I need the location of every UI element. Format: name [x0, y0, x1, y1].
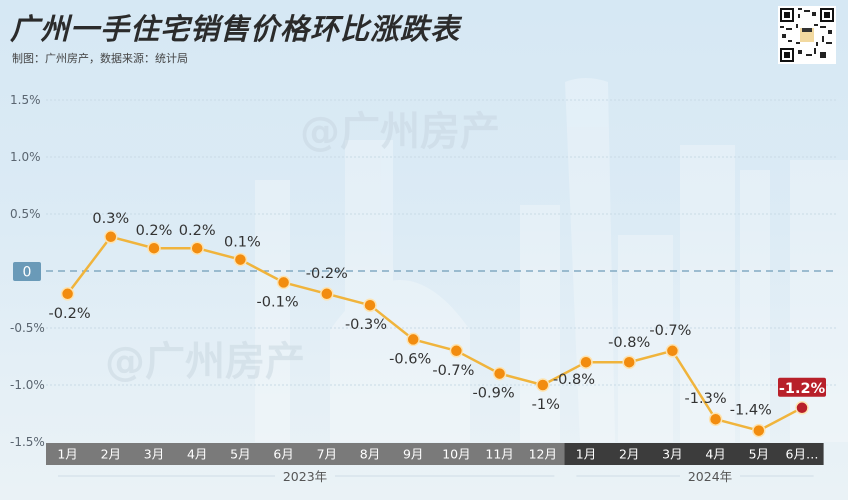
x-tick-label: 6月 — [273, 447, 293, 462]
x-tick-label: 5月 — [230, 447, 250, 462]
data-point — [104, 230, 118, 244]
x-tick-label: 10月 — [442, 447, 470, 462]
x-tick-label: 9月 — [403, 447, 423, 462]
chart-title: 广州一手住宅销售价格环比涨跌表 — [10, 12, 461, 46]
data-label: -0.2% — [306, 266, 348, 282]
y-tick-label: 0.5% — [10, 207, 41, 221]
data-label: -0.7% — [649, 323, 691, 339]
data-point — [536, 378, 550, 392]
highlight-badge — [778, 377, 826, 397]
data-point — [363, 298, 377, 312]
data-label: -0.8% — [553, 372, 595, 388]
zero-badge: 0 — [13, 262, 41, 281]
data-label: -1.3% — [685, 391, 727, 407]
data-label: -0.6% — [389, 351, 431, 367]
x-tick-label: 6月… — [786, 447, 819, 462]
data-point — [406, 332, 420, 347]
data-label: 0.2% — [136, 223, 173, 239]
gridlines — [46, 99, 838, 386]
data-point — [320, 287, 334, 301]
highlight-data-point — [795, 401, 809, 415]
x-tick-label: 8月 — [360, 447, 380, 462]
y-tick-label: -0.5% — [10, 321, 45, 335]
x-tick-label: 3月 — [662, 447, 682, 462]
data-label: -1% — [532, 397, 560, 413]
data-point — [190, 241, 204, 255]
data-point — [579, 355, 593, 369]
x-axis-band — [564, 443, 824, 465]
data-point — [449, 344, 464, 358]
data-label: 0.2% — [179, 223, 216, 239]
data-point — [492, 366, 507, 381]
chart-subtitle: 制图：广州房产，数据来源：统计局 — [12, 52, 188, 65]
x-axis-year-groups: 2023年 2024年 — [58, 469, 814, 484]
qr-code — [778, 6, 836, 64]
svg-text:0: 0 — [23, 265, 32, 281]
data-point — [60, 287, 75, 301]
data-points — [60, 230, 809, 438]
data-label: -1.4% — [730, 403, 772, 419]
y-tick-label: -1.0% — [10, 378, 45, 392]
x-tick-label: 5月 — [749, 447, 769, 462]
data-point — [147, 241, 161, 255]
data-label: 0.1% — [224, 235, 261, 251]
y-tick-label: 1.0% — [10, 150, 41, 164]
y-tick-label: 1.5% — [10, 93, 41, 107]
data-label: -0.2% — [49, 306, 91, 322]
x-tick-label: 7月 — [317, 447, 337, 462]
year-label: 2024年 — [688, 469, 732, 484]
data-label: -0.1% — [257, 294, 299, 310]
series-line — [66, 235, 803, 432]
data-label: -0.7% — [432, 363, 474, 379]
data-label: -0.9% — [473, 386, 515, 402]
x-tick-label: 2月 — [101, 447, 121, 462]
x-tick-label: 11月 — [485, 447, 513, 462]
data-point — [665, 344, 680, 358]
svg-text:@广州房产: @广州房产 — [300, 109, 500, 155]
data-point — [622, 355, 636, 369]
x-tick-label: 1月 — [57, 447, 77, 462]
x-axis-band — [46, 443, 565, 465]
data-label: -0.8% — [608, 335, 650, 351]
x-tick-label: 1月 — [576, 447, 596, 462]
data-point — [708, 412, 723, 426]
x-axis: 1月 2月 3月 4月 5月 6月 7月 8月 9月 10月 11月 12月 1月 2月 3月 4月 5月 6月… — [46, 443, 824, 465]
data-label-highlight: -1.2% — [779, 381, 826, 397]
svg-text:@广州房产: @广州房产 — [105, 339, 305, 385]
x-tick-label: 2月 — [619, 447, 639, 462]
year-label: 2023年 — [283, 469, 327, 484]
data-point — [752, 423, 766, 438]
data-point — [233, 252, 248, 267]
data-label: 0.3% — [92, 211, 129, 227]
x-tick-label: 4月 — [705, 447, 725, 462]
x-tick-label: 12月 — [529, 447, 557, 462]
skyline-background — [255, 78, 848, 442]
watermarks: @广州房产 @广州房产 — [105, 109, 500, 385]
data-labels: -0.2% 0.3% 0.2% 0.2% 0.1% -0.1% -0.2% -0.3% -0.6… — [49, 211, 826, 419]
y-tick-label: -1.5% — [10, 435, 45, 449]
qr-code-icon — [780, 8, 834, 62]
data-label: -0.3% — [345, 317, 387, 333]
data-point — [276, 275, 291, 290]
x-tick-label: 3月 — [144, 447, 164, 462]
x-tick-label: 4月 — [187, 447, 207, 462]
y-axis-ticks: 1.5% 1.0% 0.5% -0.5% -1.0% -1.5% — [10, 93, 45, 449]
